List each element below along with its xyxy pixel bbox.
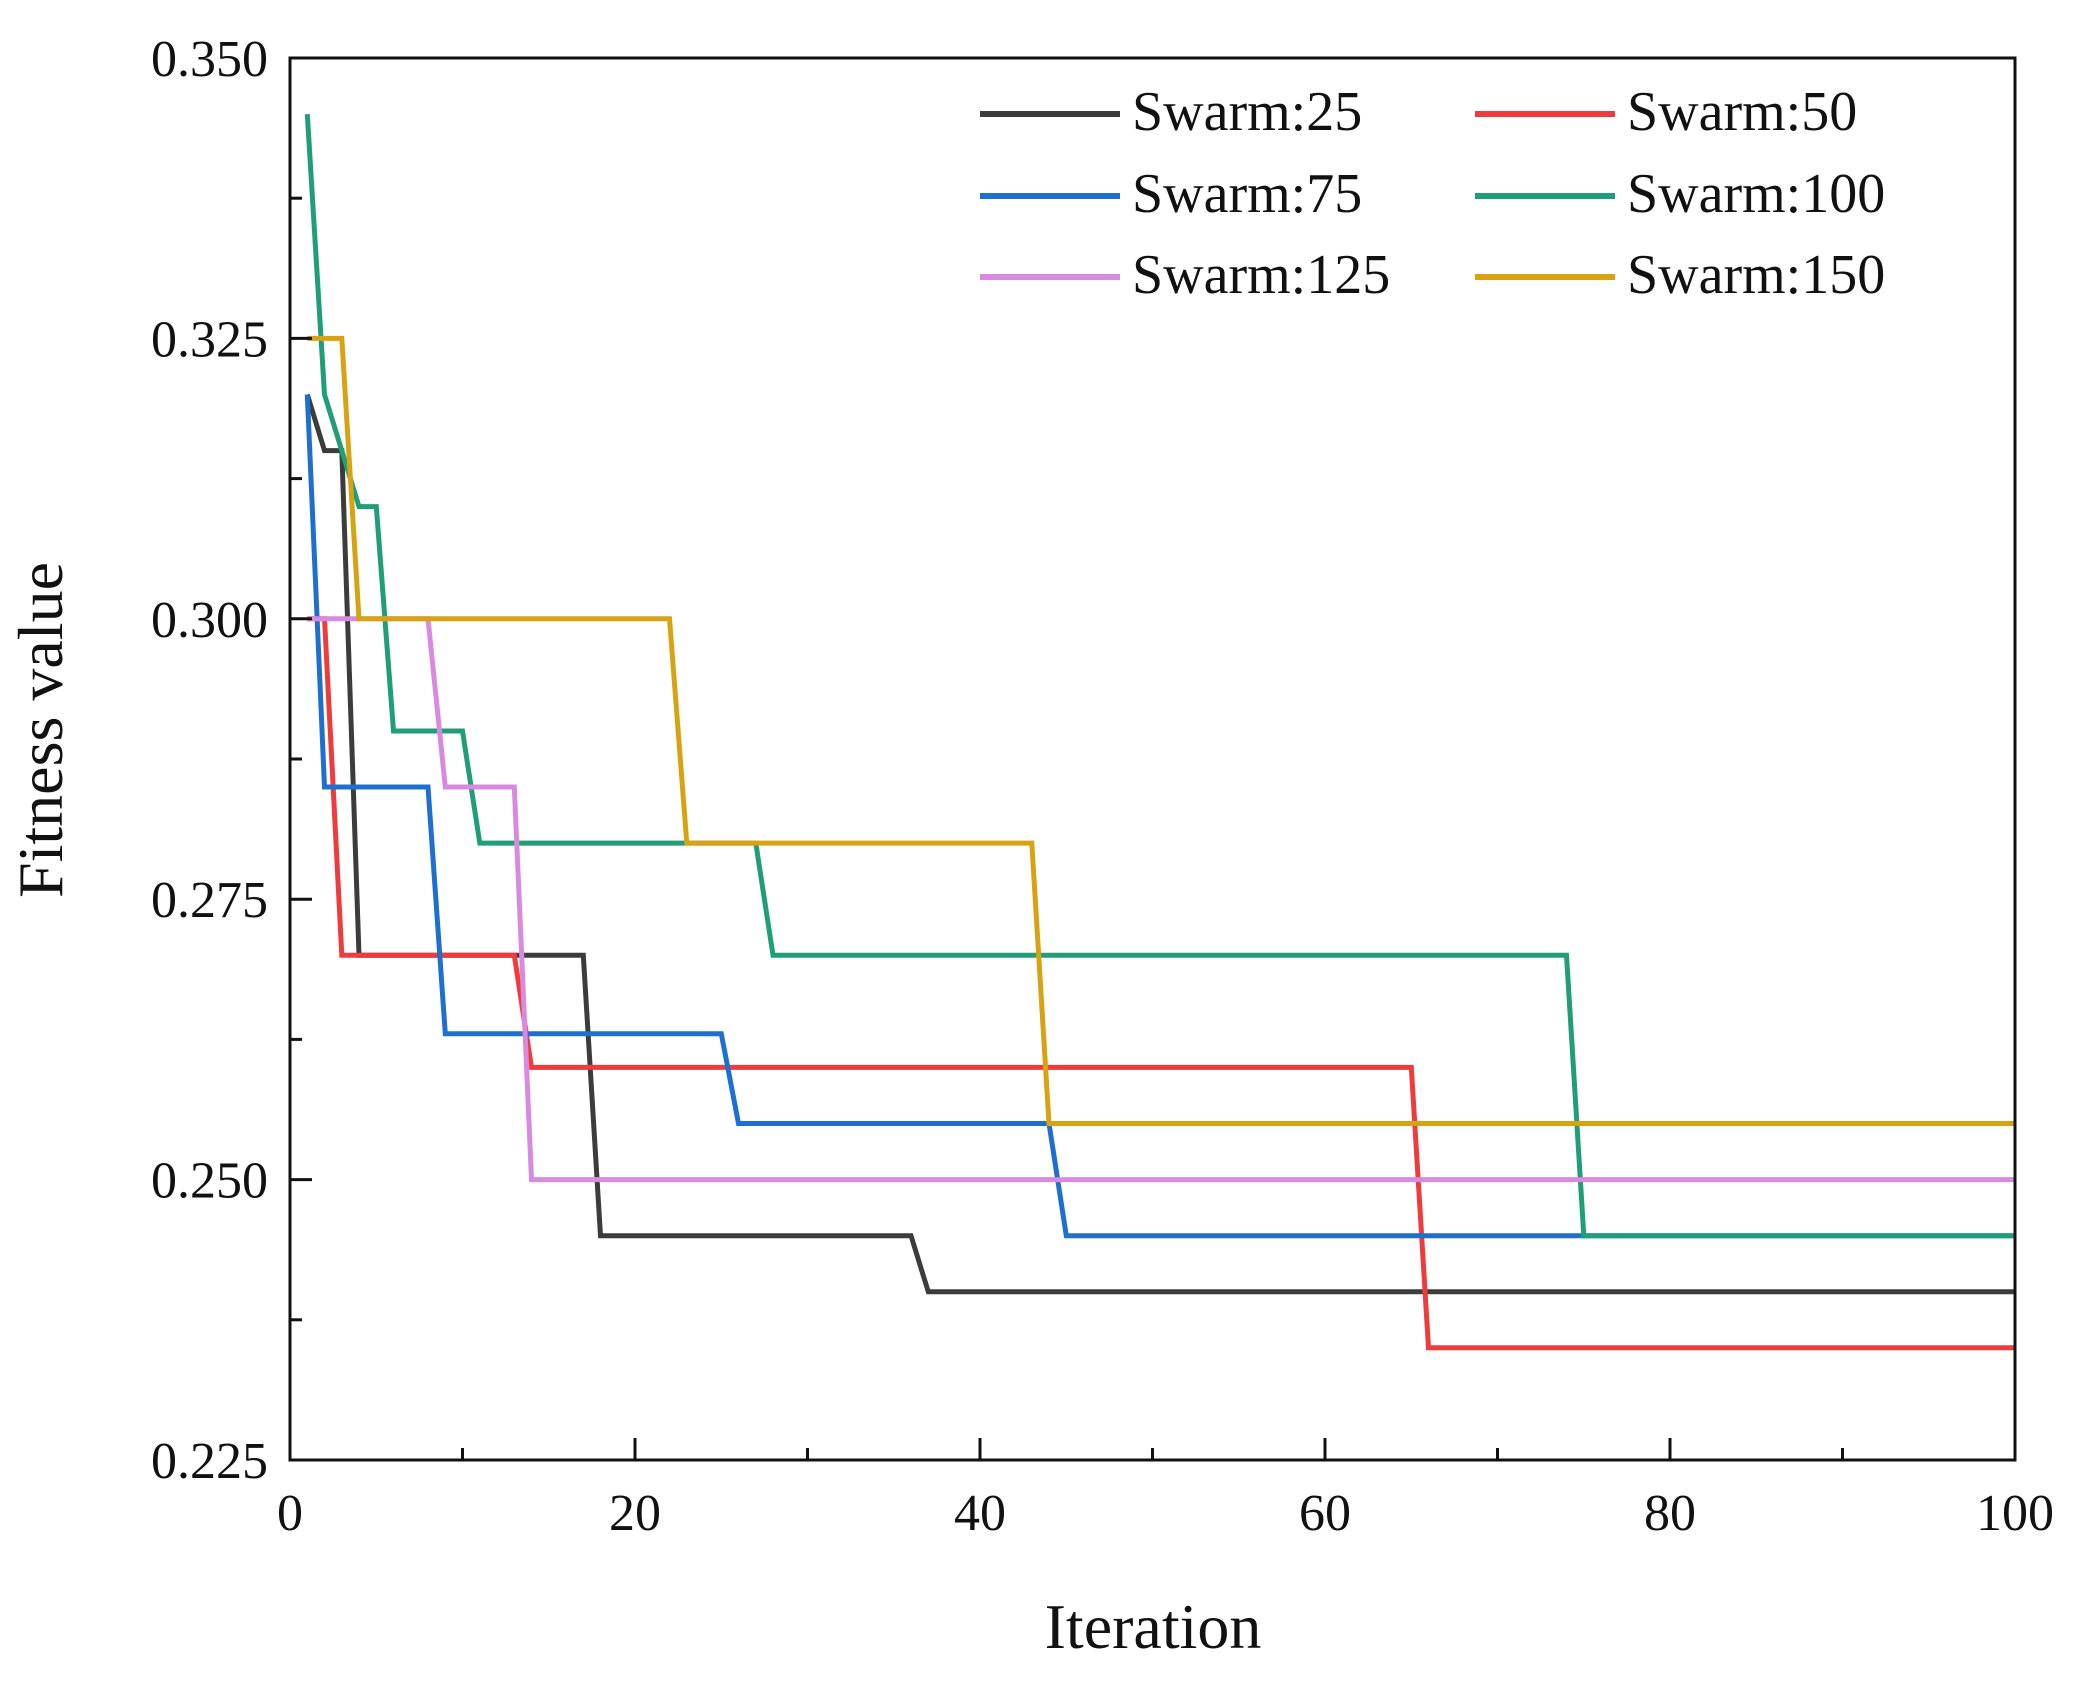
legend-label-5: Swarm:150 — [1627, 244, 1885, 306]
y-tick-label: 0.325 — [151, 311, 268, 368]
legend-label-0: Swarm:25 — [1132, 81, 1362, 143]
x-tick-label: 20 — [609, 1485, 661, 1542]
legend-label-4: Swarm:125 — [1132, 244, 1390, 306]
legend-label-3: Swarm:100 — [1627, 163, 1885, 225]
x-tick-label: 60 — [1299, 1485, 1351, 1542]
legend-label-2: Swarm:75 — [1132, 163, 1362, 225]
series-line-5 — [307, 335, 2015, 1126]
axis-layer: 0 20 40 60 80 100 0.225 0.250 0.275 0.300 0.325 0.3… — [151, 31, 2054, 1542]
x-tick-label: 40 — [954, 1485, 1006, 1542]
legend-label-1: Swarm:50 — [1627, 81, 1857, 143]
x-tick-label: 100 — [1976, 1485, 2054, 1542]
y-tick-label: 0.225 — [151, 1433, 268, 1490]
x-tick-label: 80 — [1644, 1485, 1696, 1542]
series-line-2 — [304, 394, 2015, 1239]
legend: Swarm:25 Swarm:50 Swarm:75 Swarm:100 Swarm:1… — [980, 81, 1885, 306]
series-line-0 — [304, 393, 2015, 1295]
series-layer — [304, 113, 2015, 1351]
y-tick-label: 0.250 — [151, 1153, 268, 1210]
y-tick-label: 0.275 — [151, 872, 268, 929]
y-tick-label: 0.350 — [151, 31, 268, 88]
series-line-3 — [304, 113, 2015, 1239]
y-axis-label: Fitness value — [5, 562, 76, 898]
y-tick-label: 0.300 — [151, 592, 268, 649]
x-tick-label: 0 — [277, 1485, 303, 1542]
x-axis-label: Iteration — [1045, 1591, 1262, 1662]
